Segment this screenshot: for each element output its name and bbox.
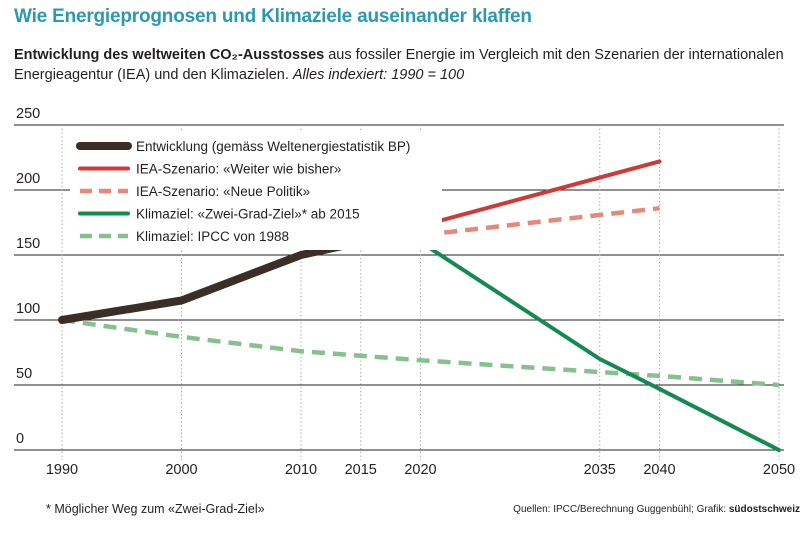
- footnote: * Möglicher Weg zum «Zwei-Grad-Ziel»: [46, 502, 265, 516]
- legend-background: [70, 130, 442, 250]
- y-tick-label: 150: [16, 236, 40, 252]
- legend-label: Entwicklung (gemäss Weltenergiestatistik…: [136, 139, 410, 154]
- x-axis-labels: 1990 2000 2010 2015 2020 2035 2040 2050: [46, 462, 795, 478]
- x-tick-label: 2040: [643, 462, 675, 478]
- legend-label: IEA-Szenario: «Weiter wie bisher»: [136, 162, 341, 177]
- legend-label: Klimaziel: IPCC von 1988: [136, 229, 289, 244]
- x-tick-label: 2015: [345, 462, 377, 478]
- subtitle-bold: Entwicklung des weltweiten CO₂-Ausstosse…: [14, 47, 325, 63]
- y-axis-labels: 0 50 100 150 200 250: [16, 106, 40, 447]
- x-tick-label: 1990: [46, 462, 78, 478]
- legend-label: IEA-Szenario: «Neue Politik»: [136, 184, 310, 199]
- y-tick-label: 50: [16, 366, 32, 382]
- legend-label: Klimaziel: «Zwei-Grad-Ziel»* ab 2015: [136, 207, 360, 222]
- series-line: [61, 317, 780, 388]
- legend: Entwicklung (gemäss Weltenergiestatistik…: [70, 130, 442, 250]
- y-tick-label: 100: [16, 301, 40, 317]
- subtitle-text: aus fossiler Energie im Vergleich mit de…: [14, 47, 784, 83]
- x-tick-label: 2000: [165, 462, 197, 478]
- x-tick-label: 2010: [285, 462, 317, 478]
- source-credit: Quellen: IPCC/Berechnung Guggenbühl; Gra…: [513, 504, 800, 515]
- series-line: [358, 240, 781, 452]
- y-tick-label: 200: [16, 171, 40, 187]
- x-tick-label: 2035: [584, 462, 616, 478]
- y-tick-label: 250: [16, 106, 40, 122]
- chart-title: Wie Energieprognosen und Klimaziele ause…: [14, 6, 532, 27]
- y-tick-label: 0: [16, 431, 24, 447]
- x-tick-label: 2050: [763, 462, 795, 478]
- source-text: Quellen: IPCC/Berechnung Guggenbühl; Gra…: [513, 504, 729, 515]
- chart-subtitle: Entwicklung des weltweiten CO₂-Ausstosse…: [14, 45, 784, 85]
- series-line: [58, 238, 365, 324]
- source-brand: südostschweiz: [728, 504, 800, 515]
- subtitle-index-note: Alles indexiert: 1990 = 100: [292, 67, 465, 83]
- year-guide-lines: [61, 125, 780, 460]
- x-tick-label: 2020: [404, 462, 436, 478]
